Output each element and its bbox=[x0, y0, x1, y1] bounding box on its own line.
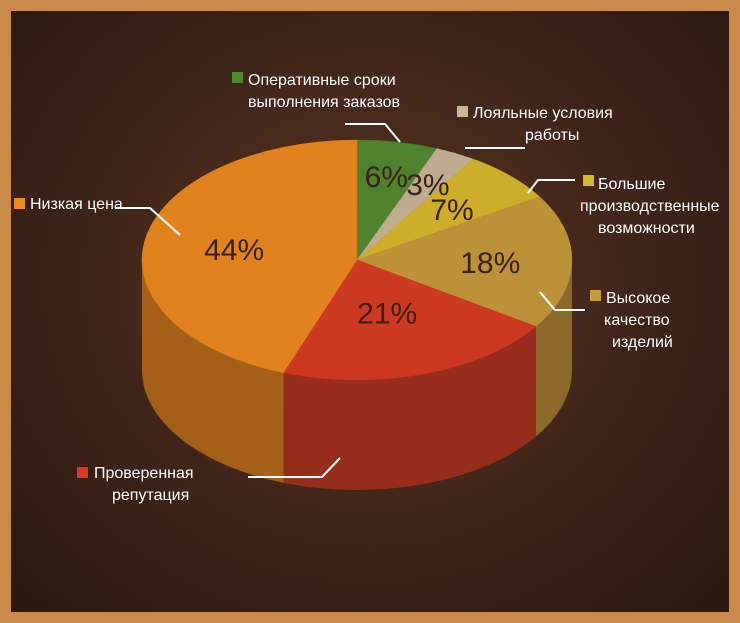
pie-sides bbox=[142, 260, 572, 491]
pie-side-5 bbox=[283, 326, 537, 491]
leader-line-6 bbox=[115, 207, 181, 236]
value-label-3: 7% bbox=[430, 194, 473, 227]
value-label-4: 18% bbox=[460, 247, 520, 280]
legend-marker-6 bbox=[14, 198, 25, 209]
legend-marker-1 bbox=[232, 72, 243, 83]
category-label-3-line-2: производственные bbox=[580, 198, 720, 215]
value-label-6: 44% bbox=[204, 234, 264, 267]
category-label-3-line-1: Большие bbox=[598, 176, 665, 193]
legend-marker-3 bbox=[583, 175, 594, 186]
pie-side-6 bbox=[142, 260, 284, 483]
category-label-1-line-2: выполнения заказов bbox=[248, 94, 400, 111]
slice-проверенная bbox=[283, 259, 537, 381]
category-label-3-line-3: возможности bbox=[598, 220, 695, 237]
slice-низкая-цена bbox=[141, 139, 358, 374]
legend-marker-5 bbox=[77, 467, 88, 478]
value-label-1: 6% bbox=[365, 161, 408, 194]
leader-line-3 bbox=[527, 179, 575, 194]
leader-line-4 bbox=[539, 291, 585, 311]
category-label-4-line-3: изделий bbox=[612, 334, 673, 351]
pie-top bbox=[141, 139, 573, 381]
category-label-6-line-1: Низкая цена bbox=[30, 196, 123, 213]
leader-line-5 bbox=[248, 457, 341, 478]
category-label-5-line-1: Проверенная bbox=[94, 465, 194, 482]
leader-line-1 bbox=[345, 123, 401, 143]
category-label-1-line-1: Оперативные сроки bbox=[248, 72, 396, 89]
category-label-2-line-1: Лояльные условия bbox=[473, 105, 613, 122]
legend-marker-2 bbox=[457, 106, 468, 117]
pie-side-4 bbox=[536, 260, 572, 437]
value-label-2: 3% bbox=[406, 169, 449, 202]
category-label-5-line-2: репутация bbox=[112, 487, 189, 504]
category-label-4-line-1: Высокое bbox=[606, 290, 670, 307]
slice-высокое bbox=[356, 196, 573, 327]
legend-marker-4 bbox=[590, 290, 601, 301]
category-label-4-line-2: качество bbox=[604, 312, 670, 329]
value-label-5: 21% bbox=[357, 297, 417, 330]
category-label-2-line-2: работы bbox=[525, 127, 579, 144]
